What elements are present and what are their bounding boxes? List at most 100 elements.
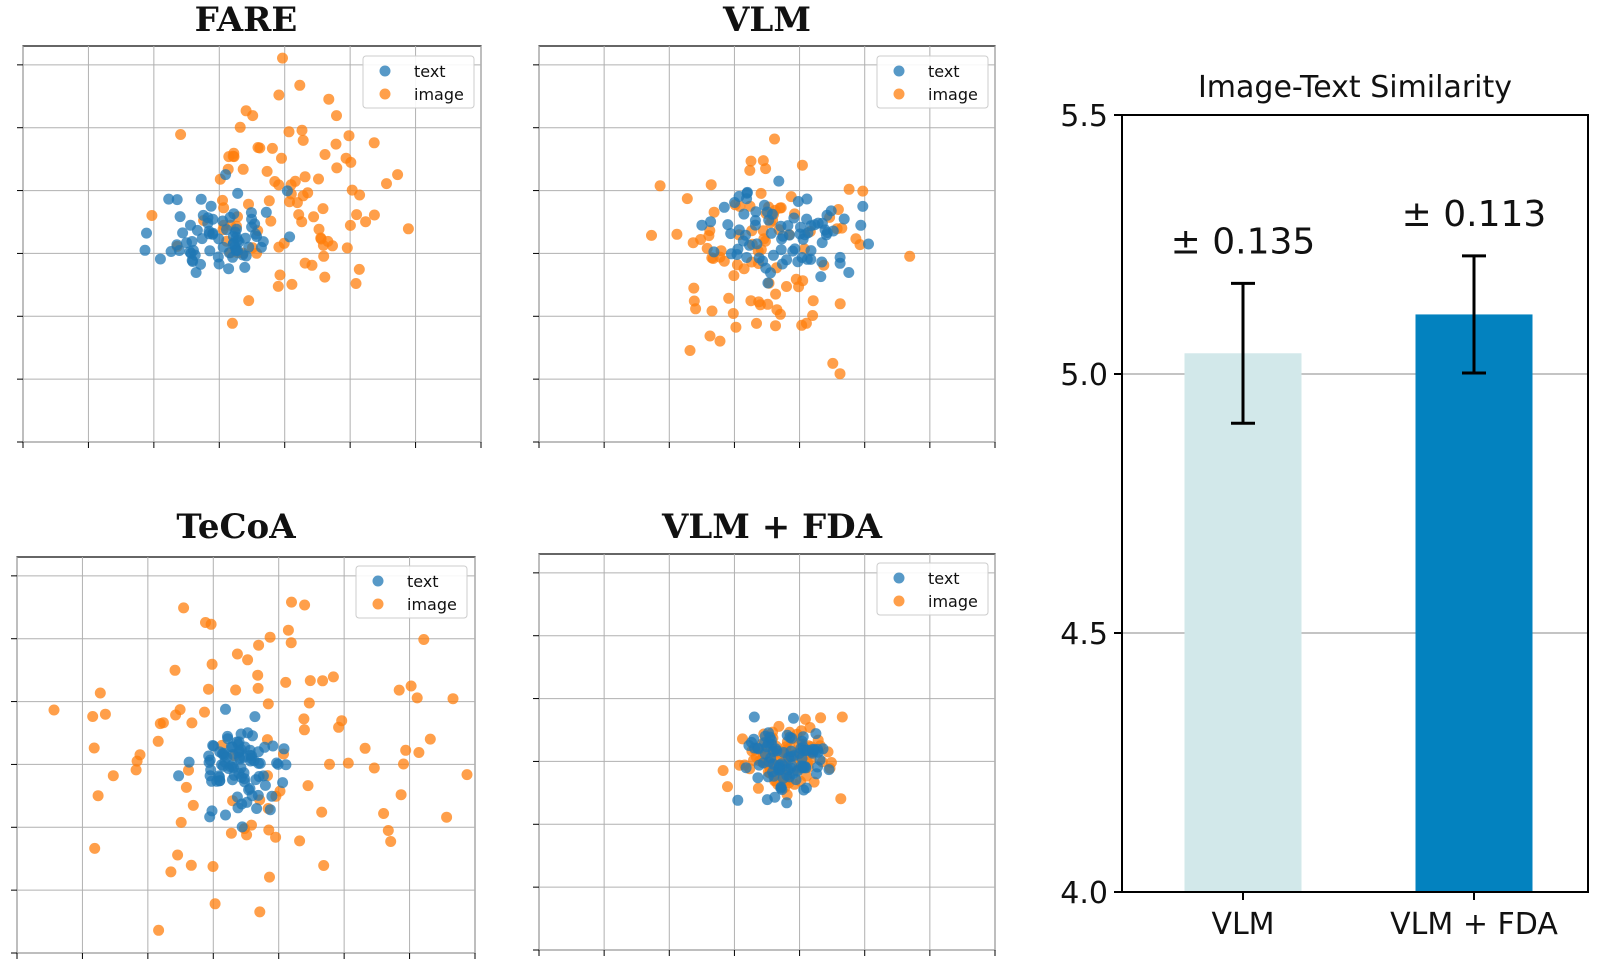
legend-marker-image — [893, 595, 905, 607]
scatter-point-image — [771, 304, 783, 316]
scatter-point-image — [187, 799, 199, 811]
scatter-point-image — [331, 110, 342, 122]
scatter-point-image — [172, 849, 184, 861]
legend-marker-text — [893, 572, 905, 584]
scatter-point-image — [728, 270, 740, 282]
error-label: ± 0.135 — [1171, 221, 1316, 262]
scatter-point-text — [741, 252, 753, 263]
scatter-point-image — [727, 308, 739, 319]
scatter-point-text — [732, 243, 744, 255]
scatter-point-image — [331, 162, 343, 174]
scatter-point-text — [141, 227, 152, 239]
scatter-point-image — [230, 684, 242, 696]
legend-box — [355, 565, 468, 619]
scatter-point-image — [327, 671, 339, 683]
scatter-point-text — [811, 768, 822, 780]
scatter-point-image — [225, 827, 237, 839]
scatter-point-image — [94, 687, 106, 699]
scatter-point-text — [214, 771, 225, 783]
legend-marker-text — [893, 65, 905, 77]
scatter-point-image — [174, 704, 186, 716]
scatter-point-image — [297, 134, 309, 146]
scatter-point-text — [792, 196, 804, 207]
scatter-point-image — [286, 278, 298, 290]
scatter-point-text — [814, 754, 826, 766]
scatter-point-image — [800, 317, 812, 329]
scatter-point-image — [318, 860, 330, 871]
scatter-point-text — [749, 215, 761, 226]
scatter-point-image — [708, 206, 720, 218]
scatter-point-text — [185, 219, 196, 231]
scatter-point-text — [213, 233, 225, 245]
scatter-point-image — [835, 793, 847, 805]
scatter-point-image — [175, 816, 187, 828]
scatter-point-image — [276, 152, 287, 164]
scatter-point-image — [299, 599, 311, 611]
legend-label-image: image — [928, 592, 978, 611]
scatter-point-image — [340, 152, 352, 164]
scatter-point-image — [717, 765, 729, 776]
scatter-point-image — [344, 219, 356, 231]
scatter-point-text — [177, 227, 189, 239]
scatter-point-image — [381, 178, 392, 190]
scatter-point-image — [706, 305, 718, 317]
scatter-point-image — [88, 742, 100, 754]
scatter-point-image — [87, 711, 99, 722]
scatter-point-image — [904, 250, 916, 262]
scatter-point-image — [246, 819, 257, 831]
scatter-point-image — [770, 320, 781, 332]
scatter-point-image — [289, 175, 301, 187]
scatter-point-image — [769, 133, 780, 145]
scatter-point-text — [213, 258, 225, 270]
scatter-point-text — [260, 206, 272, 218]
legend-label-text: text — [928, 62, 960, 81]
scatter-point-image — [183, 764, 194, 776]
y-tick-label: 4.0 — [1060, 876, 1108, 911]
scatter-point-text — [222, 730, 233, 742]
scatter-point-text — [238, 767, 250, 779]
scatter-point-text — [174, 211, 186, 223]
scatter-point-text — [154, 253, 166, 265]
scatter-point-image — [400, 744, 412, 756]
axis-ticks — [17, 64, 482, 448]
scatter-point-image — [418, 634, 430, 645]
legend-box — [362, 55, 475, 109]
scatter-point-text — [233, 752, 245, 764]
scatter-point-text — [253, 771, 265, 782]
scatter-point-text — [266, 790, 278, 802]
scatter-point-text — [855, 219, 867, 231]
scatter-point-text — [787, 245, 799, 257]
scatter-point-image — [834, 368, 846, 380]
scatter-point-image — [242, 654, 254, 666]
scatter-point-text — [205, 200, 217, 212]
legend-label-image: image — [928, 85, 978, 104]
scatter-point-text — [790, 774, 802, 786]
scatter-point-image — [273, 89, 285, 101]
scatter-point-image — [461, 769, 473, 781]
error-label: ± 0.113 — [1402, 194, 1547, 235]
scatter-point-text — [249, 711, 261, 723]
scatter-point-image — [359, 742, 371, 754]
scatter-point-text — [740, 229, 751, 241]
scatter-point-image — [243, 198, 254, 210]
scatter-point-image — [392, 169, 404, 181]
scatter-point-text — [767, 249, 779, 261]
scatter-point-text — [220, 809, 231, 821]
scatter-point-text — [231, 791, 243, 803]
gridlines — [16, 557, 476, 954]
scatter-point-text — [762, 277, 774, 289]
scatter-point-text — [232, 187, 244, 199]
scatter-point-image — [264, 631, 276, 643]
scatter-point-image — [808, 776, 820, 788]
scatter-point-text — [748, 711, 760, 723]
scatter-point-text — [163, 193, 175, 205]
scatter-point-image — [252, 142, 264, 153]
scatter-point-image — [751, 317, 762, 329]
scatter-point-image — [186, 717, 198, 729]
scatter-point-image — [424, 733, 436, 745]
scatter-point-text — [220, 169, 232, 181]
scatter-point-text — [761, 206, 773, 218]
scatter-point-text — [239, 261, 251, 273]
legend-label-text: text — [407, 572, 439, 591]
